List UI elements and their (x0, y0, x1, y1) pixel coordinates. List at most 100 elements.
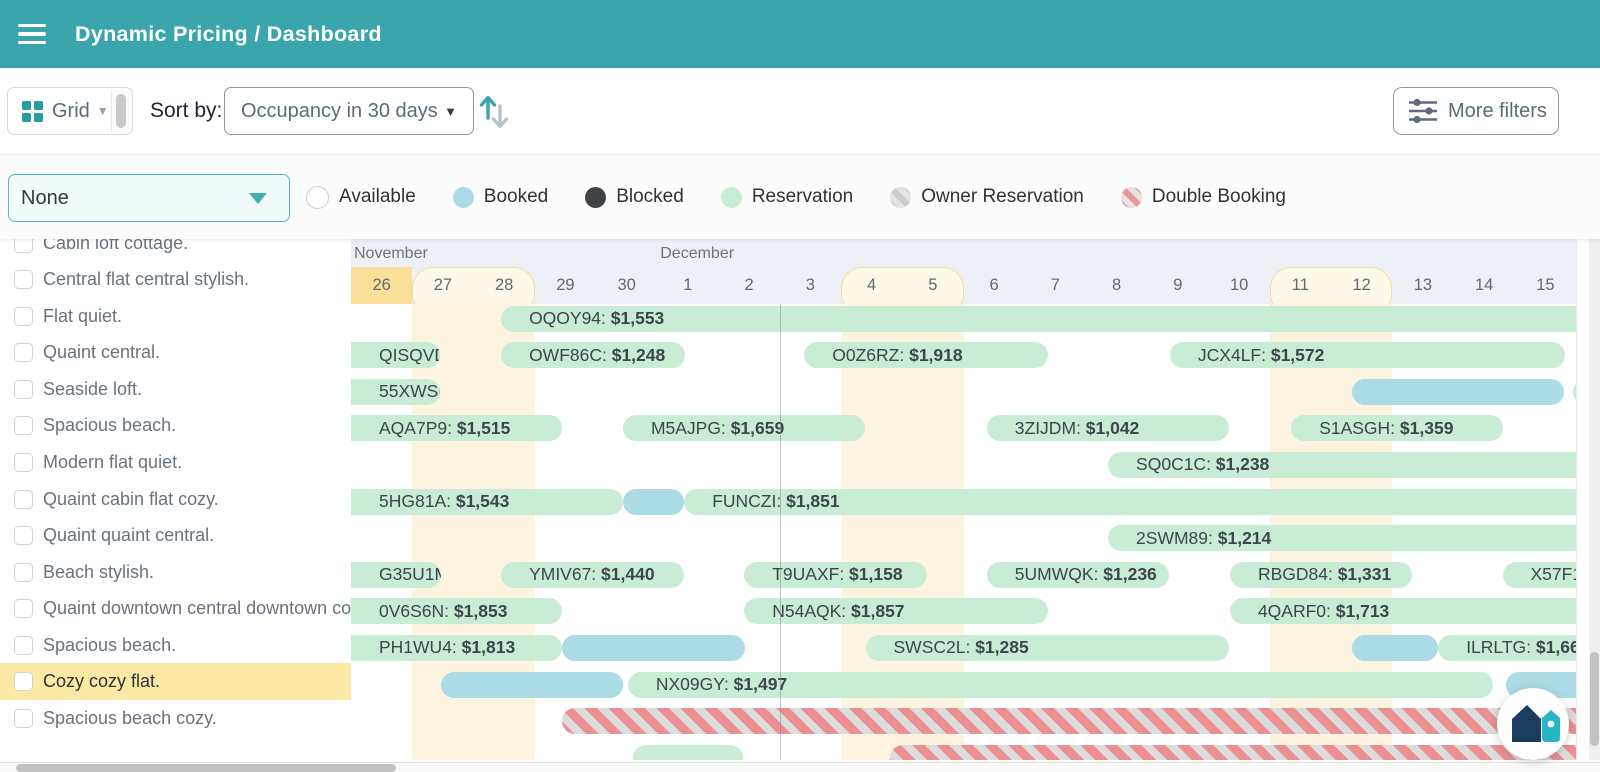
property-checkbox[interactable] (14, 526, 33, 546)
more-filters-button[interactable]: More filters (1393, 87, 1559, 135)
booked-bar[interactable] (622, 488, 685, 515)
vertical-scrollbar-thumb[interactable] (1590, 652, 1599, 746)
property-row[interactable]: Spacious beach. (0, 407, 351, 444)
property-row[interactable]: Beach stylish. (0, 554, 351, 591)
date-cell[interactable]: 15 (1536, 276, 1555, 294)
horizontal-scrollbar-thumb[interactable] (16, 764, 396, 772)
booked-bar[interactable] (1351, 634, 1439, 661)
sort-direction-button[interactable] (477, 92, 511, 132)
booking-bar[interactable]: YMIV67: $1,440 (501, 561, 685, 588)
date-cell[interactable]: 13 (1413, 276, 1433, 294)
date-cell[interactable]: 9 (1173, 276, 1183, 294)
booking-bar[interactable]: X57F1 (1502, 561, 1576, 588)
date-cell[interactable]: 26 (372, 276, 391, 294)
property-row[interactable]: Seaside loft. (0, 371, 351, 408)
property-row[interactable]: Quaint cabin flat cozy. (0, 481, 351, 518)
property-row[interactable]: Quaint quaint central. (0, 517, 351, 554)
booking-bar[interactable]: FUNCZI: $1,851 (684, 488, 1576, 515)
property-checkbox[interactable] (14, 562, 33, 582)
property-checkbox[interactable] (14, 672, 33, 692)
tag-filter-select[interactable]: None (8, 174, 290, 222)
booking-bar[interactable]: 5UMWQK: $1,236 (986, 561, 1169, 588)
property-row[interactable]: Modern flat quiet. (0, 444, 351, 481)
property-checkbox[interactable] (14, 599, 33, 619)
reservation-bar[interactable] (632, 744, 743, 760)
reservation-legend-dot-icon (720, 186, 742, 208)
property-row[interactable]: Spacious beach. (0, 627, 351, 664)
view-mode-scrollbar-thumb[interactable] (116, 94, 126, 128)
property-checkbox[interactable] (14, 708, 33, 728)
month-divider-line (779, 304, 781, 760)
booking-bar[interactable]: 5HG81A: $1,543 (351, 488, 623, 515)
property-checkbox[interactable] (14, 306, 33, 326)
booking-bar[interactable]: 2SWM89: $1,214 (1108, 525, 1576, 552)
date-cell[interactable]: 29 (556, 276, 575, 294)
property-row[interactable]: Cozy cozy flat. (0, 663, 351, 701)
property-checkbox[interactable] (14, 416, 33, 436)
booking-code: NX09GY: (655, 674, 729, 694)
sort-field-select[interactable]: Occupancy in 30 days ▼ (224, 87, 474, 135)
booking-bar[interactable]: OQOY94: $1,553 (501, 305, 1576, 332)
date-cell[interactable]: 4 (867, 276, 877, 294)
booked-bar[interactable] (441, 671, 623, 698)
booking-bar[interactable]: G35U1M (351, 561, 442, 588)
property-row[interactable]: Quaint central. (0, 334, 351, 371)
booking-grid: OQOY94: $1,553 QISQVD OWF86C: $1,248 O0Z6RZ… (351, 238, 1576, 760)
booking-bar[interactable]: SWSC2L: $1,285 (865, 634, 1229, 661)
booking-bar[interactable]: O0Z6RZ: $1,918 (804, 342, 1049, 369)
property-checkbox[interactable] (14, 270, 33, 290)
property-checkbox[interactable] (14, 379, 33, 399)
booking-bar[interactable]: N54AQK: $1,857 (744, 598, 1049, 625)
date-cell[interactable]: 8 (1112, 276, 1122, 294)
booking-bar[interactable]: RBGD84: $1,331 (1229, 561, 1412, 588)
booking-bar[interactable]: NX09GY: $1,497 (627, 671, 1494, 698)
double-bar[interactable] (890, 744, 1576, 760)
property-checkbox[interactable] (14, 238, 33, 253)
booking-bar[interactable]: T9UAXF: $1,158 (744, 561, 927, 588)
property-row[interactable]: Central flat central stylish. (0, 261, 351, 298)
booked-bar[interactable] (1351, 378, 1564, 405)
app-logo-badge[interactable] (1497, 688, 1569, 760)
date-cell[interactable]: 11 (1291, 276, 1309, 294)
date-cell[interactable]: 30 (617, 276, 636, 294)
date-cell[interactable]: 14 (1474, 276, 1494, 294)
booking-bar[interactable]: M5AJPG: $1,659 (622, 415, 866, 442)
date-cell[interactable]: 6 (989, 276, 999, 294)
date-cell[interactable]: 3 (805, 276, 815, 294)
booking-bar[interactable]: 4QARF0: $1,713 (1229, 598, 1576, 625)
hamburger-menu-icon[interactable] (18, 24, 46, 44)
booking-bar[interactable]: OWF86C: $1,248 (501, 342, 685, 369)
date-cell[interactable]: 1 (683, 276, 693, 294)
booking-bar[interactable]: 55XWSU (351, 378, 440, 405)
booking-bar[interactable]: SQ0C1C: $1,238 (1108, 451, 1576, 478)
date-cell[interactable]: 12 (1352, 276, 1371, 294)
booking-bar[interactable]: JCX4LF: $1,572 (1169, 342, 1565, 369)
double-bar[interactable] (562, 708, 1576, 735)
available-legend-dot-icon (306, 185, 329, 209)
grid-icon (22, 100, 43, 122)
property-row[interactable]: Spacious beach cozy. (0, 700, 351, 737)
booking-bar[interactable]: 3ZIJDM: $1,042 (986, 415, 1229, 442)
property-checkbox[interactable] (14, 489, 33, 509)
date-cell[interactable]: 10 (1229, 276, 1249, 294)
date-cell[interactable]: 5 (928, 276, 938, 294)
date-cell[interactable]: 2 (744, 276, 754, 294)
booking-bar[interactable]: 0V6S6N: $1,853 (351, 598, 563, 625)
reservation-bar[interactable] (1572, 378, 1576, 405)
property-row[interactable]: Quaint downtown central downtown cozy. (0, 590, 351, 627)
property-checkbox[interactable] (14, 453, 33, 472)
date-cell[interactable]: 7 (1050, 276, 1060, 294)
booking-bar[interactable]: ILRLTG: $1,665 (1438, 634, 1576, 661)
property-checkbox[interactable] (14, 635, 33, 655)
date-cell[interactable]: 27 (433, 276, 453, 294)
booking-bar[interactable]: QISQVD (351, 342, 440, 369)
booking-bar[interactable]: AQA7P9: $1,515 (351, 415, 563, 442)
booking-bar[interactable]: S1ASGH: $1,359 (1291, 415, 1503, 442)
booking-bar[interactable]: PH1WU4: $1,813 (351, 634, 563, 661)
property-row[interactable]: Cabin loft cottage. (0, 238, 351, 262)
booked-bar[interactable] (562, 634, 745, 661)
property-checkbox[interactable] (14, 343, 33, 363)
date-cell[interactable]: 28 (494, 276, 514, 294)
view-mode-button[interactable]: Grid ▼ (7, 87, 133, 135)
property-row[interactable]: Flat quiet. (0, 298, 351, 335)
